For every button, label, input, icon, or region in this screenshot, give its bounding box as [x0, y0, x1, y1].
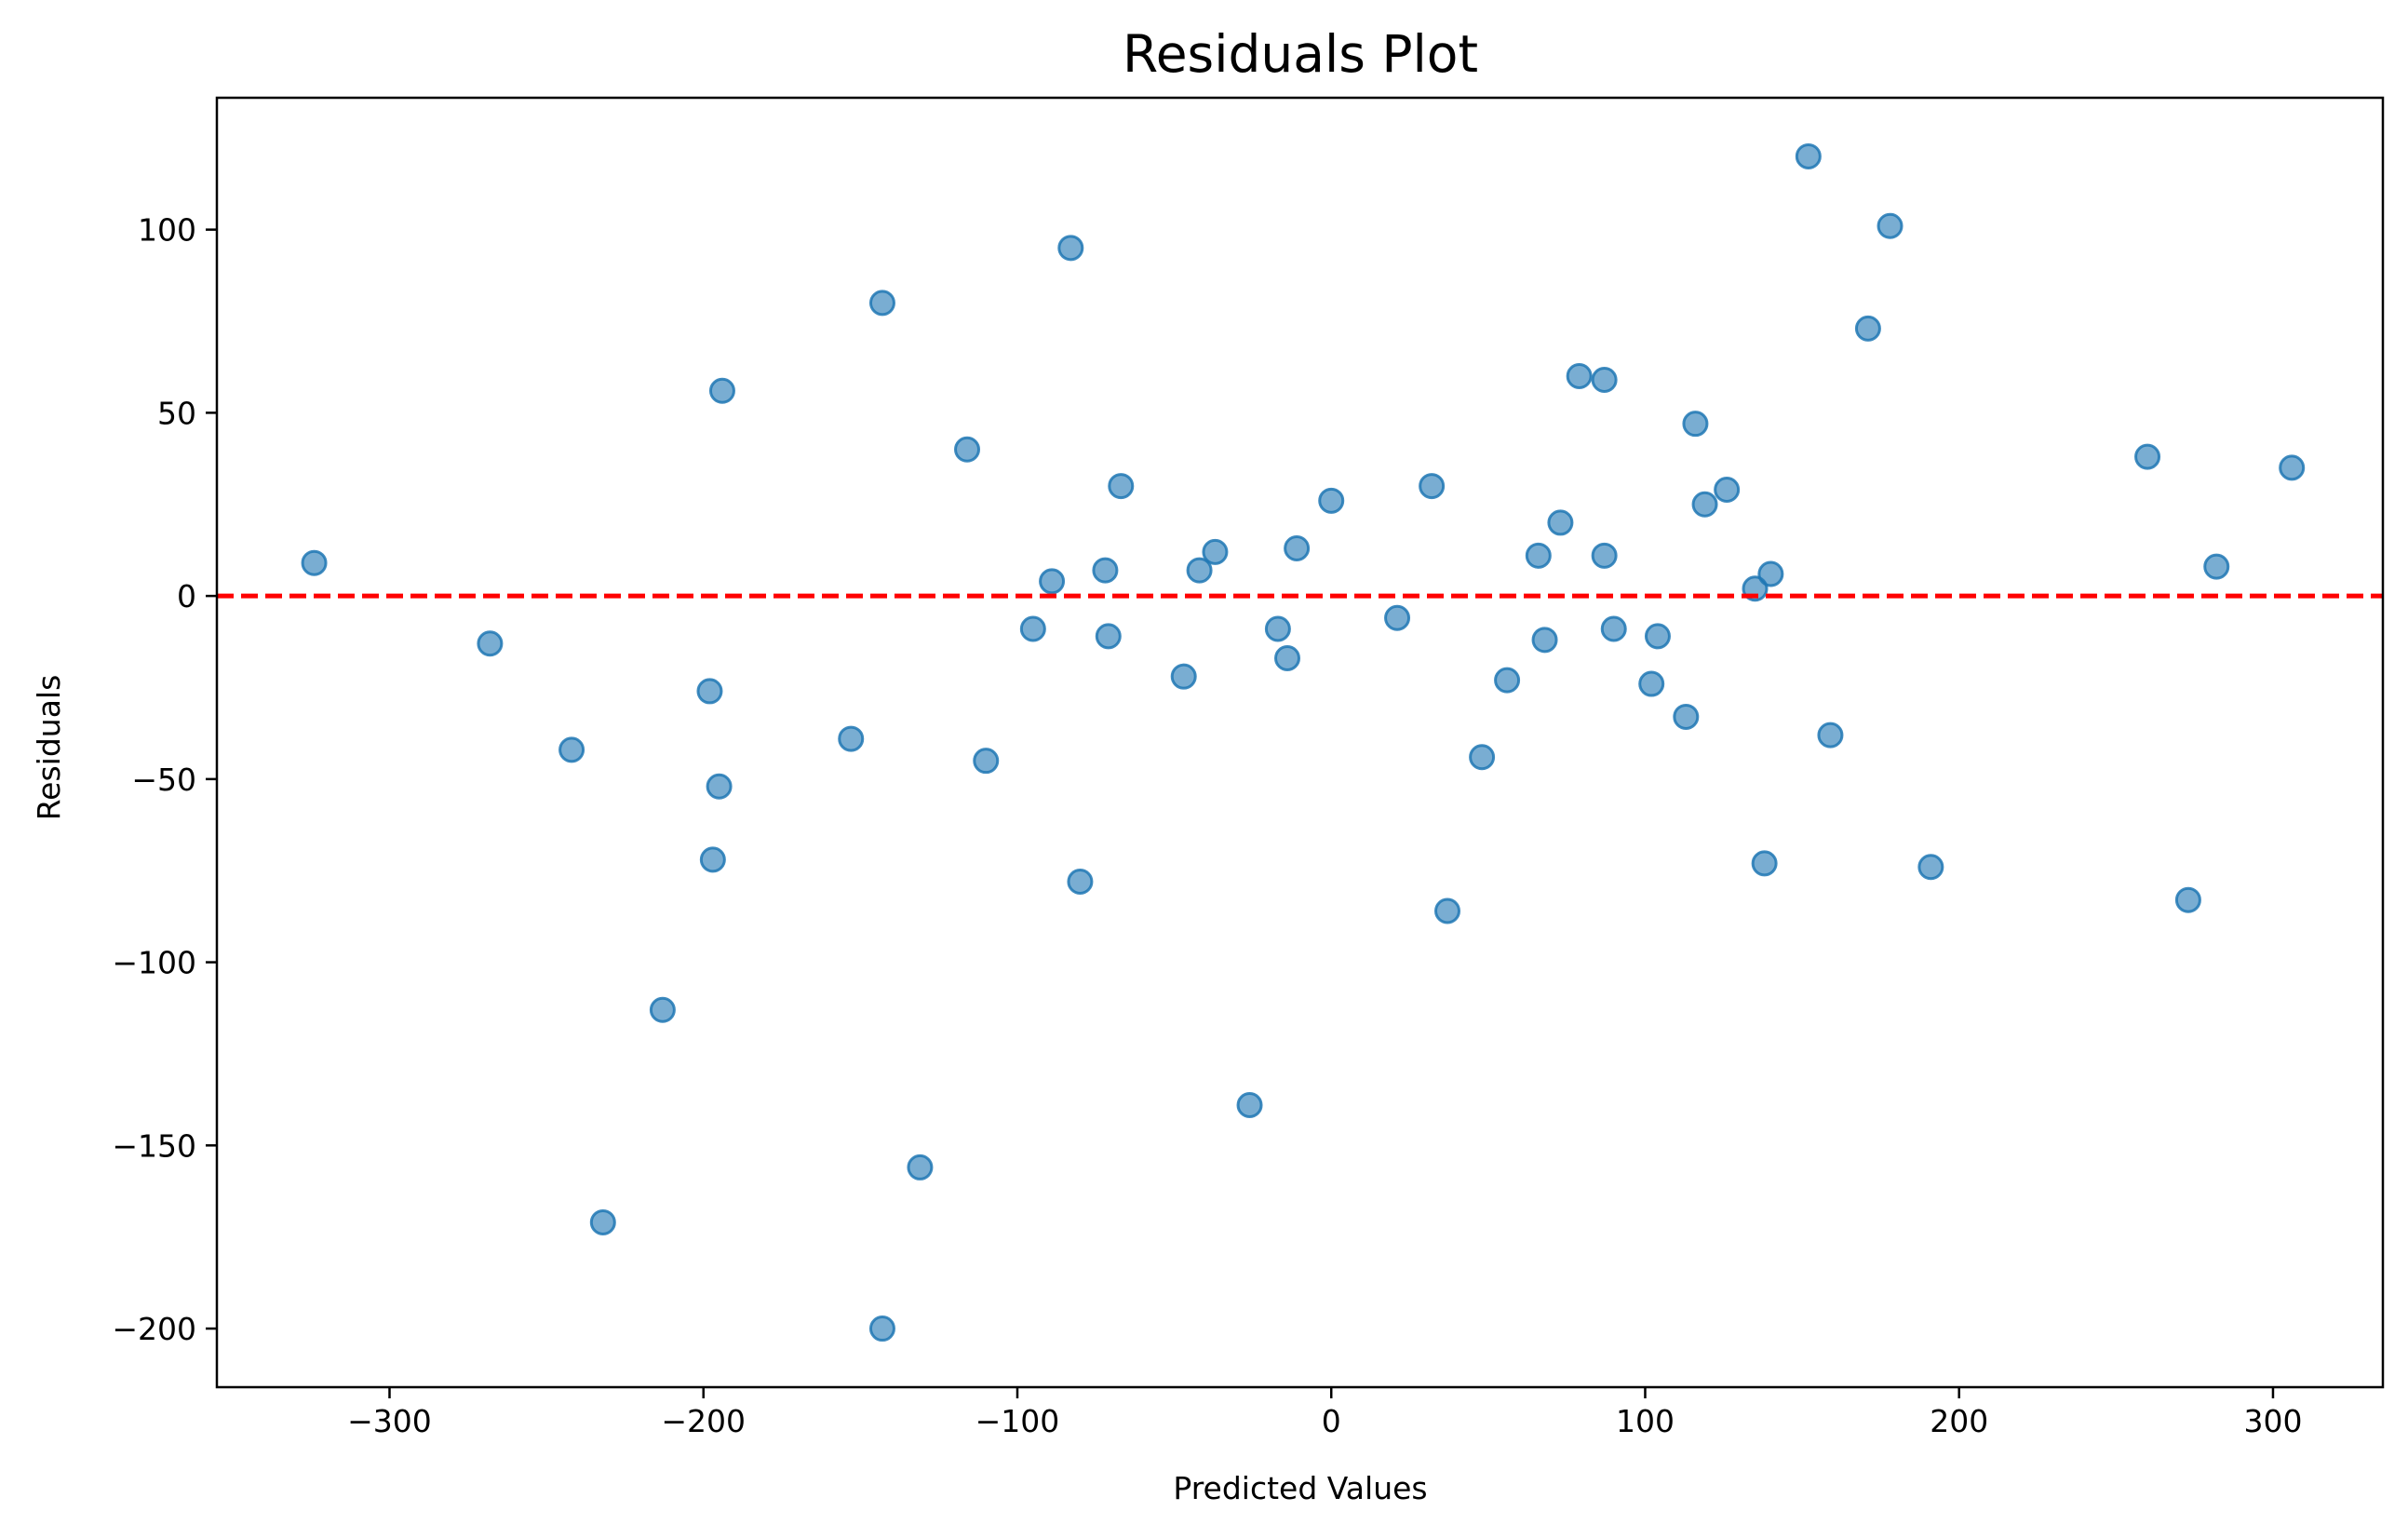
data-point — [868, 290, 895, 317]
data-points — [301, 142, 2306, 1342]
data-point — [1795, 142, 1822, 169]
data-point — [1264, 615, 1291, 642]
x-axis-label: Predicted Values — [1173, 1470, 1427, 1506]
data-point — [1067, 869, 1094, 896]
y-tick-label: 50 — [157, 395, 196, 431]
y-tick-label: −200 — [112, 1311, 196, 1347]
data-point — [1494, 667, 1521, 694]
data-point — [2134, 443, 2161, 470]
data-point — [1714, 477, 1741, 504]
x-tick-label: 200 — [1930, 1403, 1988, 1439]
data-point — [1600, 615, 1627, 642]
data-point — [1186, 557, 1213, 584]
data-point — [1638, 670, 1665, 697]
data-point — [1854, 315, 1881, 342]
data-point — [1057, 235, 1084, 262]
plot-area — [215, 96, 2385, 1389]
x-tick-label: 300 — [2243, 1403, 2302, 1439]
data-point — [2174, 886, 2201, 913]
data-point — [1673, 703, 1700, 730]
data-point — [907, 1154, 934, 1180]
data-point — [1236, 1092, 1263, 1119]
y-axis-label: Residuals — [31, 675, 67, 821]
data-point — [1095, 623, 1122, 650]
data-point — [1039, 568, 1066, 595]
data-point — [1284, 534, 1311, 561]
data-point — [1877, 212, 1904, 239]
data-point — [301, 549, 328, 576]
data-point — [1434, 897, 1461, 924]
data-point — [1525, 542, 1552, 569]
data-point — [1019, 615, 1046, 642]
data-point — [1531, 627, 1558, 654]
y-tick-label: 100 — [138, 212, 196, 249]
data-point — [1384, 604, 1411, 631]
data-point — [1170, 663, 1197, 690]
data-point — [1682, 411, 1709, 438]
data-point — [699, 846, 726, 873]
data-point — [1817, 722, 1844, 749]
data-point — [649, 996, 676, 1023]
data-point — [589, 1208, 616, 1235]
data-point — [1108, 473, 1135, 500]
x-axis-ticks: −300 −200 −100 0 100 200 300 — [347, 1387, 2302, 1439]
data-point — [954, 436, 981, 463]
data-point — [1202, 538, 1229, 565]
data-point — [1917, 854, 1944, 881]
data-point — [973, 748, 1000, 775]
data-point — [1469, 744, 1496, 771]
y-tick-label: −100 — [112, 945, 196, 981]
y-axis-ticks: −200 −150 −100 −50 0 50 100 — [112, 212, 217, 1347]
data-point — [1591, 542, 1618, 569]
data-point — [708, 377, 735, 404]
data-point — [1644, 623, 1671, 650]
x-tick-label: −200 — [661, 1403, 746, 1439]
x-tick-label: 0 — [1322, 1403, 1341, 1439]
data-point — [1419, 473, 1446, 500]
data-point — [1751, 850, 1778, 877]
data-point — [1566, 363, 1593, 390]
x-tick-label: 100 — [1616, 1403, 1675, 1439]
data-point — [1757, 560, 1784, 587]
data-point — [1691, 491, 1718, 518]
data-point — [2279, 454, 2306, 481]
data-point — [706, 773, 733, 800]
data-point — [696, 678, 723, 705]
y-tick-label: −50 — [131, 762, 196, 798]
x-tick-label: −300 — [347, 1403, 432, 1439]
plot-frame — [215, 96, 2385, 1389]
data-point — [558, 736, 585, 763]
x-tick-label: −100 — [975, 1403, 1060, 1439]
data-point — [477, 630, 504, 657]
data-point — [1318, 487, 1345, 514]
y-tick-label: −150 — [112, 1127, 196, 1164]
data-point — [1547, 509, 1574, 536]
data-point — [838, 725, 865, 752]
data-point — [868, 1315, 895, 1342]
data-point — [1591, 366, 1618, 393]
data-point — [1274, 645, 1301, 672]
data-point — [2203, 553, 2230, 580]
chart-title: Residuals Plot — [1123, 24, 1478, 84]
data-point — [1092, 557, 1119, 584]
y-tick-label: 0 — [177, 578, 196, 614]
